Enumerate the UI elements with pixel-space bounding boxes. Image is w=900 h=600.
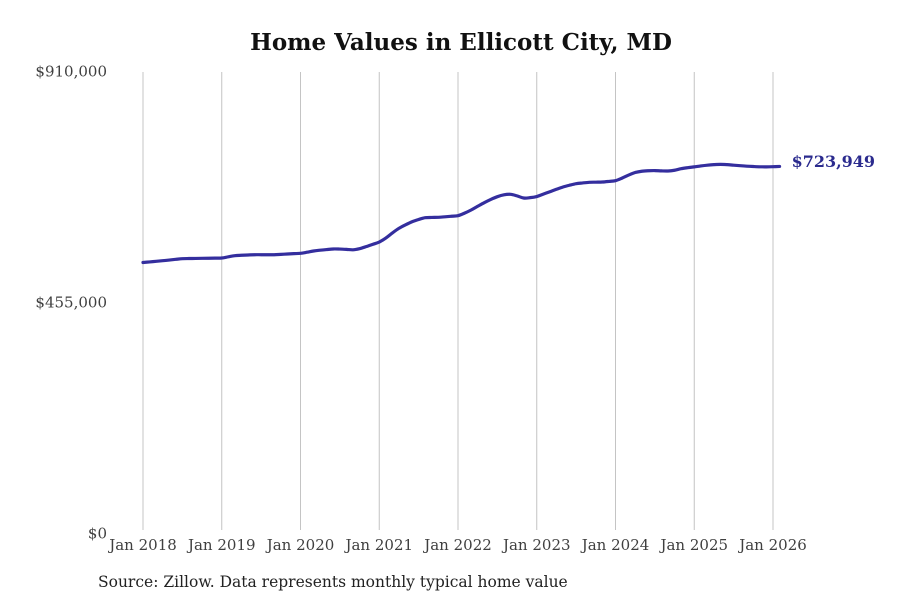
chart-title: Home Values in Ellicott City, MD <box>250 29 672 56</box>
x-tick-label: Jan 2019 <box>186 536 256 554</box>
x-tick-label: Jan 2023 <box>501 536 571 554</box>
end-value-label: $723,949 <box>792 152 876 171</box>
x-tick-label: Jan 2020 <box>265 536 335 554</box>
x-tick-label: Jan 2026 <box>737 536 807 554</box>
x-tick-label: Jan 2022 <box>422 536 492 554</box>
x-tick-label: Jan 2021 <box>343 536 413 554</box>
home-value-line <box>141 162 782 265</box>
y-tick-label: $0 <box>88 525 107 543</box>
x-tick-label: Jan 2018 <box>107 536 177 554</box>
x-tick-label: Jan 2025 <box>658 536 728 554</box>
y-tick-label: $910,000 <box>35 63 107 81</box>
y-tick-label: $455,000 <box>35 294 107 312</box>
source-note: Source: Zillow. Data represents monthly … <box>98 573 568 591</box>
x-tick-label: Jan 2024 <box>580 536 650 554</box>
